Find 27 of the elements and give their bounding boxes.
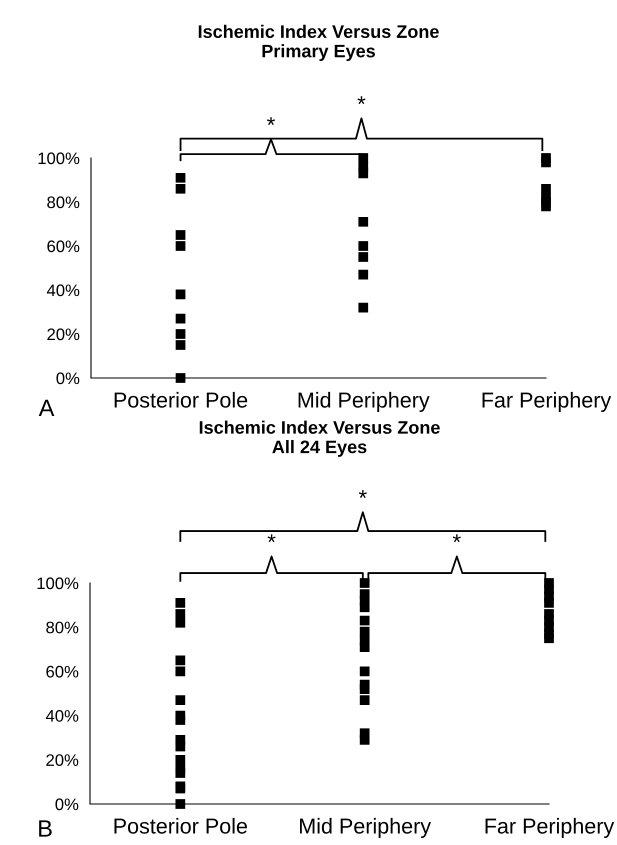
y-tick-label: 100% [38,577,78,590]
text: * [357,96,366,104]
y-tick-label: 40% [46,710,78,722]
y-tick-label: 60% [47,240,80,252]
y-tick-label: 40% [46,284,80,296]
text: * [268,534,276,542]
y-tick-label: 80% [47,196,80,208]
y-tick-label: 80% [46,622,78,634]
chart-title: Ischemic Index Versus Zone Primary Eyes [198,24,439,62]
x-tick-label: Posterior Pole [114,818,247,834]
text: * [358,490,367,498]
y-tick-label: 0% [56,372,80,384]
y-tick-label: 20% [46,754,78,766]
text: B [39,820,52,837]
x-tick-label: Far Periphery [486,818,614,838]
x-tick-label: Mid Periphery [300,818,432,838]
chart-title: Ischemic Index Versus Zone All 24 Eyes [200,420,440,457]
x-tick-label: Far Periphery [482,392,612,412]
text: * [267,117,275,126]
y-tick-label: 0% [55,798,78,810]
x-tick-label: Posterior Pole [114,392,248,408]
x-tick-label: Mid Periphery [298,392,430,412]
y-tick-label: 20% [47,328,80,340]
y-tick-label: 100% [38,152,80,164]
text: A [38,400,54,416]
text: * [452,534,461,542]
y-tick-label: 60% [46,666,78,678]
